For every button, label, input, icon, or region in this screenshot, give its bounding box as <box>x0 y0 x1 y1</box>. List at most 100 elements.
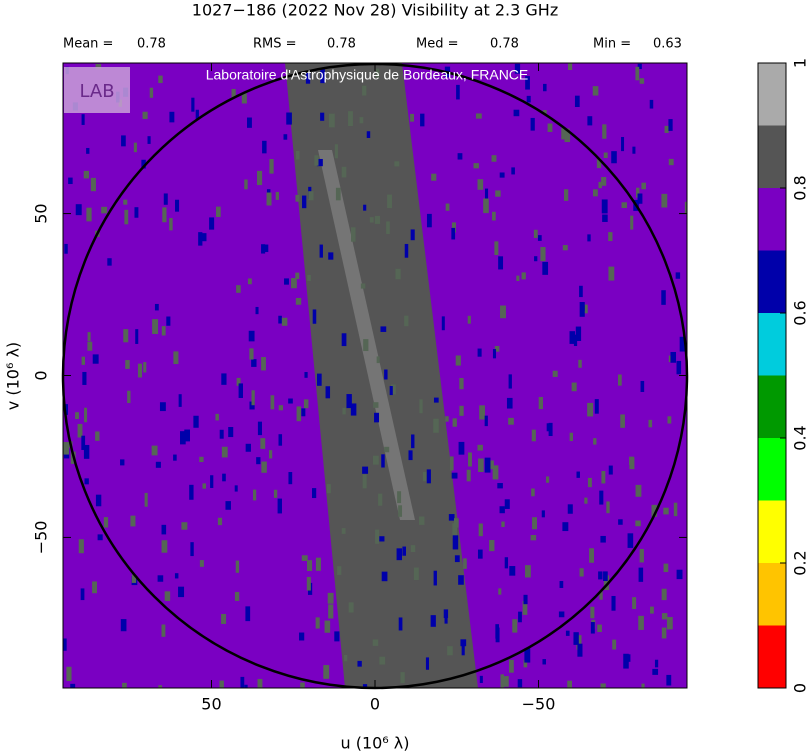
speckle-dot <box>618 519 623 525</box>
speckle-dot <box>266 192 272 206</box>
speckle-dot <box>157 575 164 582</box>
speckle-dot <box>408 450 413 461</box>
speckle-dot <box>621 136 625 152</box>
speckle-dot <box>592 189 598 197</box>
speckle-dot <box>81 435 86 450</box>
speckle-dot <box>147 136 151 144</box>
stat-value: 0.78 <box>327 37 356 52</box>
speckle-dot <box>328 604 334 619</box>
speckle-dot <box>599 490 604 505</box>
speckle-dot <box>64 243 68 254</box>
speckle-dot <box>501 521 505 527</box>
speckle-dot <box>663 563 669 573</box>
speckle-dot <box>161 326 166 336</box>
speckle-dot <box>640 380 645 392</box>
speckle-dot <box>477 179 484 190</box>
speckle-dot <box>540 247 546 262</box>
speckle-dot <box>86 147 90 154</box>
speckle-dot <box>632 597 637 609</box>
speckle-dot <box>402 546 407 556</box>
speckle-dot <box>320 112 325 121</box>
speckle-dot <box>92 581 97 594</box>
speckle-dot <box>648 419 653 428</box>
stat-label: Min = <box>593 37 631 52</box>
speckle-dot <box>492 349 497 359</box>
speckle-dot <box>620 414 625 428</box>
speckle-dot <box>236 377 241 386</box>
speckle-dot <box>473 163 479 169</box>
speckle-dot <box>433 397 439 403</box>
speckle-dot <box>404 315 409 327</box>
speckle-dot <box>149 87 154 98</box>
speckle-dot <box>241 93 247 104</box>
speckle-dot <box>130 515 136 527</box>
speckle-dot <box>295 272 300 280</box>
speckle-dot <box>449 456 454 471</box>
speckle-dot <box>562 245 568 251</box>
speckle-dot <box>199 456 204 463</box>
speckle-dot <box>190 542 194 557</box>
speckle-dot <box>514 63 521 74</box>
speckle-dot <box>372 455 379 465</box>
speckle-dot <box>389 386 393 396</box>
speckle-dot <box>63 638 67 651</box>
speckle-dot <box>103 517 109 528</box>
speckle-dot <box>374 215 381 224</box>
speckle-dot <box>579 568 584 577</box>
speckle-dot <box>576 471 580 478</box>
speckle-dot <box>569 432 574 442</box>
speckle-dot <box>494 241 499 256</box>
speckle <box>63 63 687 688</box>
speckle-dot <box>431 173 437 181</box>
speckle-dot <box>542 110 547 116</box>
speckle-dot <box>517 679 523 688</box>
speckle-dot <box>532 517 537 530</box>
speckle-dot <box>468 452 472 467</box>
speckle-dot <box>511 167 515 175</box>
speckle-dot <box>463 558 467 569</box>
speckle-dot <box>452 535 459 550</box>
speckle-dot <box>506 397 513 409</box>
speckle-dot <box>278 315 282 324</box>
speckle-dot <box>477 348 482 357</box>
speckle-dot <box>68 177 73 185</box>
speckle-dot <box>316 158 323 167</box>
speckle-dot <box>546 423 553 432</box>
speckle-dot <box>499 506 505 514</box>
speckle-dot <box>278 434 283 446</box>
colorbar-segment <box>758 438 786 501</box>
speckle-dot <box>524 648 531 663</box>
speckle-dot <box>261 461 267 473</box>
speckle-dot <box>374 412 380 423</box>
speckle-dot <box>92 354 99 364</box>
speckle-dot <box>131 574 137 583</box>
speckle-dot <box>650 606 654 614</box>
speckle-dot <box>652 668 659 675</box>
speckle-dot <box>121 135 126 147</box>
speckle-dot <box>667 416 672 424</box>
speckle-dot <box>668 119 673 131</box>
speckle-dot <box>95 63 102 70</box>
speckle-dot <box>453 518 459 528</box>
speckle-dot <box>522 600 528 615</box>
speckle-dot <box>639 548 644 563</box>
speckle-dot <box>538 397 543 410</box>
speckle-dot <box>295 150 300 160</box>
speckle-dot <box>180 431 186 445</box>
speckle-dot <box>323 665 330 679</box>
speckle-dot <box>64 404 69 415</box>
speckle-dot <box>433 570 437 586</box>
speckle-dot <box>584 497 588 504</box>
speckle-dot <box>638 567 644 582</box>
speckle-dot <box>362 474 367 489</box>
speckle-dot <box>337 566 342 575</box>
speckle-dot <box>161 540 168 553</box>
speckle-dot <box>587 402 594 417</box>
speckle-dot <box>107 258 112 266</box>
speckle-dot <box>410 229 415 241</box>
speckle-dot <box>530 535 537 541</box>
speckle-dot <box>273 489 278 498</box>
speckle-dot <box>637 193 643 204</box>
speckle-dot <box>467 315 471 324</box>
speckle-dot <box>334 144 338 159</box>
